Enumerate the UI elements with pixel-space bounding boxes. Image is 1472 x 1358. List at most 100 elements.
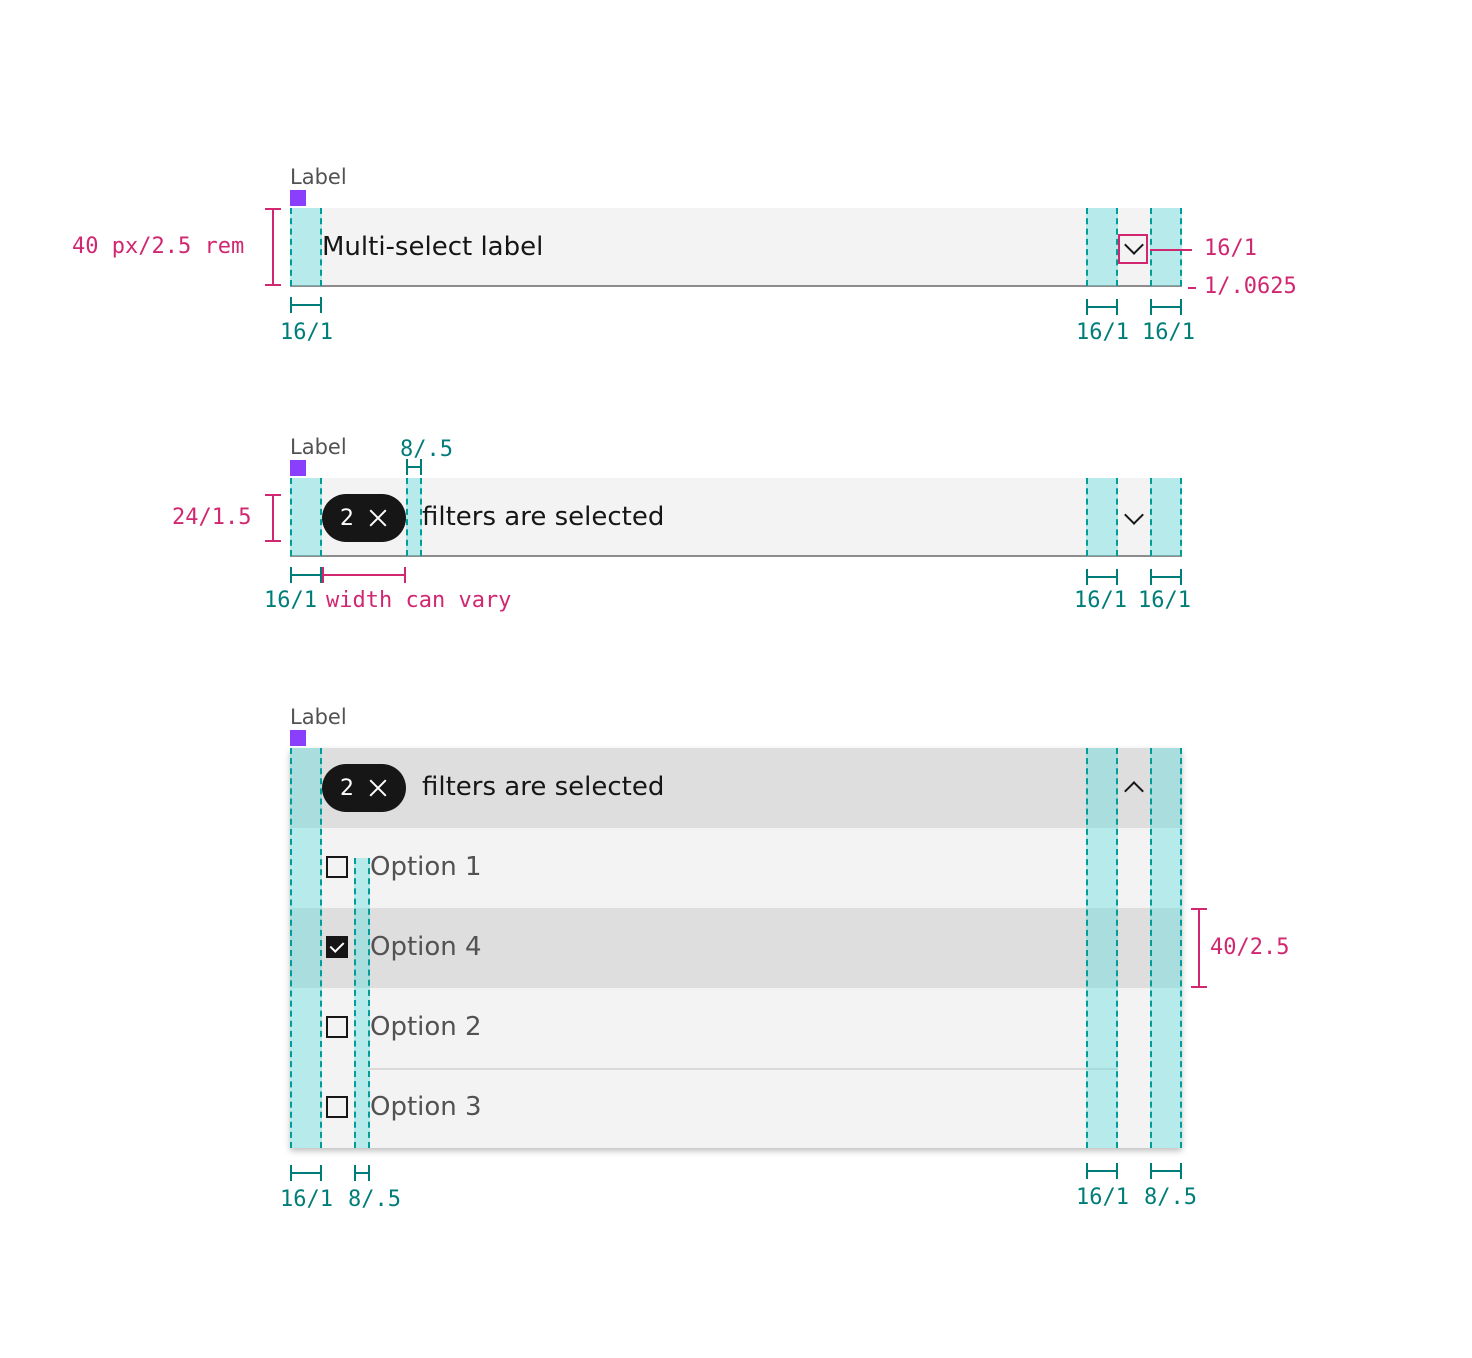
left-padding-annotation: 16/1 bbox=[280, 1187, 333, 1212]
left-padding-highlight bbox=[290, 478, 322, 556]
icon-left-padding-highlight bbox=[1086, 748, 1118, 1148]
menu-divider bbox=[370, 1068, 1118, 1070]
menu-item[interactable] bbox=[290, 828, 1182, 908]
left-padding-dimension bbox=[290, 297, 322, 313]
guide-line bbox=[1150, 478, 1152, 556]
right-padding-annotation: 16/1 bbox=[1138, 588, 1191, 613]
right-padding-annotation: 16/1 bbox=[1074, 588, 1127, 613]
selection-tag[interactable]: 2 bbox=[322, 764, 406, 812]
multiselect-placeholder: Multi-select label bbox=[322, 232, 544, 262]
right-padding-dimension bbox=[1086, 299, 1118, 315]
guide-line bbox=[354, 858, 356, 1148]
guide-line bbox=[368, 858, 370, 1148]
guide-line bbox=[1180, 478, 1182, 556]
close-icon[interactable] bbox=[369, 779, 387, 797]
tag-width-dimension bbox=[322, 567, 406, 583]
left-padding-annotation: 16/1 bbox=[264, 588, 317, 613]
guide-line bbox=[1086, 208, 1088, 286]
checkbox-gap-annotation: 8/.5 bbox=[348, 1187, 401, 1212]
multiselect-field[interactable] bbox=[290, 208, 1182, 286]
right-padding-highlight bbox=[1150, 478, 1182, 556]
option-label: Option 3 bbox=[370, 1092, 482, 1122]
guide-line bbox=[1116, 748, 1118, 1148]
left-padding-dimension bbox=[290, 567, 322, 583]
tag-width-annotation: width can vary bbox=[326, 588, 512, 613]
guide-line bbox=[1116, 478, 1118, 556]
field-label: Label bbox=[290, 435, 347, 459]
icon-size-box bbox=[1118, 234, 1148, 264]
icon-left-padding-highlight bbox=[1086, 478, 1118, 556]
guide-line bbox=[290, 748, 292, 1148]
icon-annotation-leader bbox=[1150, 249, 1192, 251]
field-label: Label bbox=[290, 165, 347, 189]
label-spacing-marker bbox=[290, 190, 306, 206]
field-label: Label bbox=[290, 705, 347, 729]
tag-gap-annotation: 8/.5 bbox=[400, 437, 453, 462]
tag-gap-highlight bbox=[406, 478, 422, 556]
checkbox[interactable] bbox=[326, 1016, 348, 1038]
field-bottom-border bbox=[290, 555, 1182, 557]
label-spacing-marker bbox=[290, 730, 306, 746]
guide-line bbox=[1086, 748, 1088, 1148]
guide-line bbox=[290, 208, 292, 286]
example-open-multiselect: Label 2 filters are selected Option 1 Op… bbox=[0, 0, 1472, 1212]
right-padding-dimension bbox=[1086, 569, 1118, 585]
multiselect-field[interactable] bbox=[290, 748, 1182, 828]
guide-line bbox=[1116, 208, 1118, 286]
selection-tag[interactable]: 2 bbox=[322, 494, 406, 542]
checkbox-gap-highlight bbox=[354, 858, 370, 1148]
guide-line bbox=[1150, 748, 1152, 1148]
tag-height-dimension bbox=[265, 494, 281, 542]
guide-line bbox=[320, 748, 322, 1148]
right-padding-annotation: 16/1 bbox=[1076, 320, 1129, 345]
right-padding-highlight bbox=[1150, 208, 1182, 286]
row-height-annotation: 40/2.5 bbox=[1210, 935, 1290, 960]
guide-line bbox=[1180, 208, 1182, 286]
option-label: Option 2 bbox=[370, 1012, 482, 1042]
guide-line bbox=[1150, 208, 1152, 286]
checkbox[interactable] bbox=[326, 1096, 348, 1118]
guide-line bbox=[1180, 748, 1182, 1148]
guide-line bbox=[406, 478, 408, 556]
guide-line bbox=[420, 478, 422, 556]
option-label: Option 1 bbox=[370, 852, 482, 882]
menu-item[interactable] bbox=[290, 1068, 1182, 1148]
selected-filters-text: filters are selected bbox=[422, 772, 665, 802]
menu-item[interactable] bbox=[290, 908, 1182, 988]
left-padding-dimension bbox=[290, 1165, 322, 1181]
label-spacing-marker bbox=[290, 460, 306, 476]
tag-gap-dimension bbox=[406, 459, 422, 475]
tag-height-annotation: 24/1.5 bbox=[172, 505, 252, 530]
border-annotation-leader bbox=[1188, 287, 1196, 289]
menu-item[interactable] bbox=[290, 988, 1182, 1068]
guide-line bbox=[290, 478, 292, 556]
right-padding-annotation: 16/1 bbox=[1142, 320, 1195, 345]
checkbox-gap-dimension bbox=[354, 1165, 370, 1181]
checkbox-checked[interactable] bbox=[326, 936, 348, 958]
right-padding-dimension bbox=[1150, 299, 1182, 315]
multiselect-field[interactable] bbox=[290, 478, 1182, 556]
right-padding-annotation: 16/1 bbox=[1076, 1185, 1129, 1210]
option-label: Option 4 bbox=[370, 932, 482, 962]
border-annotation: 1/.0625 bbox=[1204, 274, 1297, 299]
left-padding-highlight bbox=[290, 208, 322, 286]
guide-line bbox=[1086, 478, 1088, 556]
guide-line bbox=[320, 478, 322, 556]
row-height-dimension bbox=[1191, 908, 1207, 988]
height-annotation: 40 px/2.5 rem bbox=[72, 234, 245, 259]
height-dimension bbox=[265, 208, 281, 286]
tag-count: 2 bbox=[340, 505, 354, 531]
left-padding-highlight bbox=[290, 748, 322, 1148]
right-padding-dimension bbox=[1150, 569, 1182, 585]
checkbox[interactable] bbox=[326, 856, 348, 878]
field-bottom-border bbox=[290, 285, 1182, 287]
guide-line bbox=[320, 208, 322, 286]
icon-left-padding-highlight bbox=[1086, 208, 1118, 286]
left-padding-annotation: 16/1 bbox=[280, 320, 333, 345]
close-icon[interactable] bbox=[369, 509, 387, 527]
right-padding-highlight bbox=[1150, 748, 1182, 1148]
right-padding-dimension bbox=[1086, 1163, 1118, 1179]
icon-size-annotation: 16/1 bbox=[1204, 236, 1257, 261]
right-padding-annotation: 8/.5 bbox=[1144, 1185, 1197, 1210]
right-padding-dimension bbox=[1150, 1163, 1182, 1179]
